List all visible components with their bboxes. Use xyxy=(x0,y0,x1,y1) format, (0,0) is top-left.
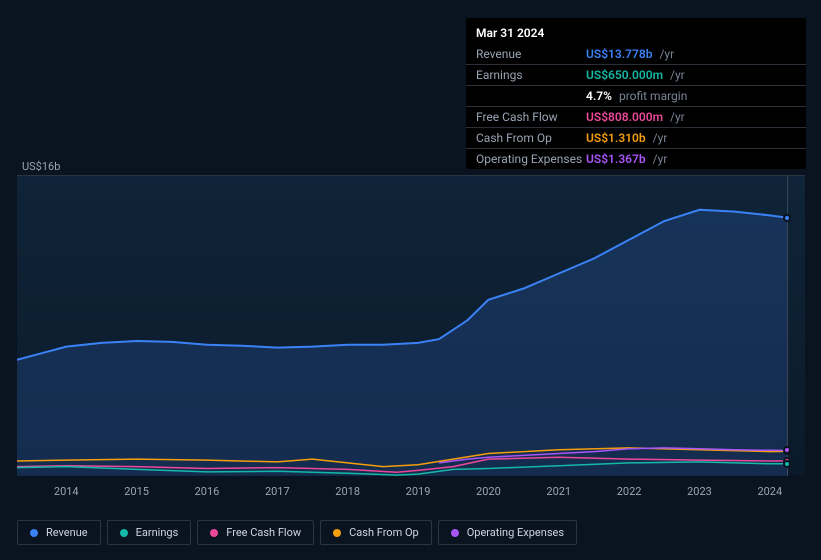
tooltip-row-label: Operating Expenses xyxy=(476,152,586,166)
chart-plot-area[interactable] xyxy=(17,175,805,475)
tooltip-row-value: US$808.000m xyxy=(586,110,663,124)
tooltip-row-suffix: /yr xyxy=(667,68,685,82)
tooltip-row: RevenueUS$13.778b /yr xyxy=(466,44,806,64)
legend-dot-icon xyxy=(30,529,38,537)
tooltip-row-label: Revenue xyxy=(476,47,586,61)
x-axis-year: 2017 xyxy=(265,485,290,498)
tooltip-row-label xyxy=(476,89,586,103)
tooltip-row-value: US$1.310b xyxy=(586,131,646,145)
y-axis-max-label: US$16b xyxy=(22,160,60,173)
x-axis-year: 2024 xyxy=(757,485,782,498)
tooltip-row-label: Cash From Op xyxy=(476,131,586,145)
tooltip-row: Operating ExpensesUS$1.367b /yr xyxy=(466,148,806,169)
x-axis-year: 2023 xyxy=(687,485,712,498)
x-axis-year: 2021 xyxy=(546,485,571,498)
endpoint-dot-opex xyxy=(783,446,791,454)
legend-item-cfo[interactable]: Cash From Op xyxy=(320,520,432,545)
tooltip-row-value: 4.7% xyxy=(586,89,612,103)
tooltip-row-suffix: /yr xyxy=(650,131,668,145)
x-axis-year: 2016 xyxy=(195,485,220,498)
tooltip-row: Free Cash FlowUS$808.000m /yr xyxy=(466,106,806,127)
x-axis-year: 2022 xyxy=(617,485,642,498)
chart-legend: Revenue Earnings Free Cash Flow Cash From O… xyxy=(17,520,577,545)
legend-item-earnings[interactable]: Earnings xyxy=(107,520,192,545)
legend-dot-icon xyxy=(210,529,218,537)
chart-tooltip: Mar 31 2024 RevenueUS$13.778b /yrEarning… xyxy=(466,18,806,169)
tooltip-row-suffix: /yr xyxy=(667,110,685,124)
tooltip-date: Mar 31 2024 xyxy=(466,18,806,44)
tooltip-row: 4.7% profit margin xyxy=(466,85,806,106)
x-axis-year: 2015 xyxy=(124,485,149,498)
endpoint-dot-earnings xyxy=(783,460,791,468)
tooltip-row-label: Earnings xyxy=(476,68,586,82)
tooltip-row-suffix: profit margin xyxy=(616,89,687,103)
legend-item-label: Cash From Op xyxy=(349,526,419,539)
legend-item-label: Free Cash Flow xyxy=(226,526,301,539)
legend-item-revenue[interactable]: Revenue xyxy=(17,520,101,545)
legend-dot-icon xyxy=(451,529,459,537)
legend-item-label: Operating Expenses xyxy=(467,526,564,539)
x-axis-year: 2014 xyxy=(54,485,79,498)
tooltip-row-value: US$13.778b xyxy=(586,47,653,61)
tooltip-row-label: Free Cash Flow xyxy=(476,110,586,124)
tooltip-row-suffix: /yr xyxy=(657,47,675,61)
tooltip-row-suffix: /yr xyxy=(650,152,668,166)
x-axis-year: 2018 xyxy=(335,485,360,498)
legend-item-label: Earnings xyxy=(136,526,179,539)
legend-dot-icon xyxy=(120,529,128,537)
tooltip-row: EarningsUS$650.000m /yr xyxy=(466,64,806,85)
tooltip-row-value: US$1.367b xyxy=(586,152,646,166)
tooltip-row-value: US$650.000m xyxy=(586,68,663,82)
endpoint-dot-revenue xyxy=(783,214,791,222)
x-axis-labels: 2014 2015 2016 2017 2018 2019 2020 2021 2022 2023… xyxy=(17,485,805,501)
x-axis-year: 2020 xyxy=(476,485,501,498)
tooltip-row: Cash From OpUS$1.310b /yr xyxy=(466,127,806,148)
legend-item-opex[interactable]: Operating Expenses xyxy=(438,520,577,545)
x-axis-year: 2019 xyxy=(406,485,431,498)
legend-dot-icon xyxy=(333,529,341,537)
legend-item-fcf[interactable]: Free Cash Flow xyxy=(197,520,314,545)
legend-item-label: Revenue xyxy=(46,526,88,539)
